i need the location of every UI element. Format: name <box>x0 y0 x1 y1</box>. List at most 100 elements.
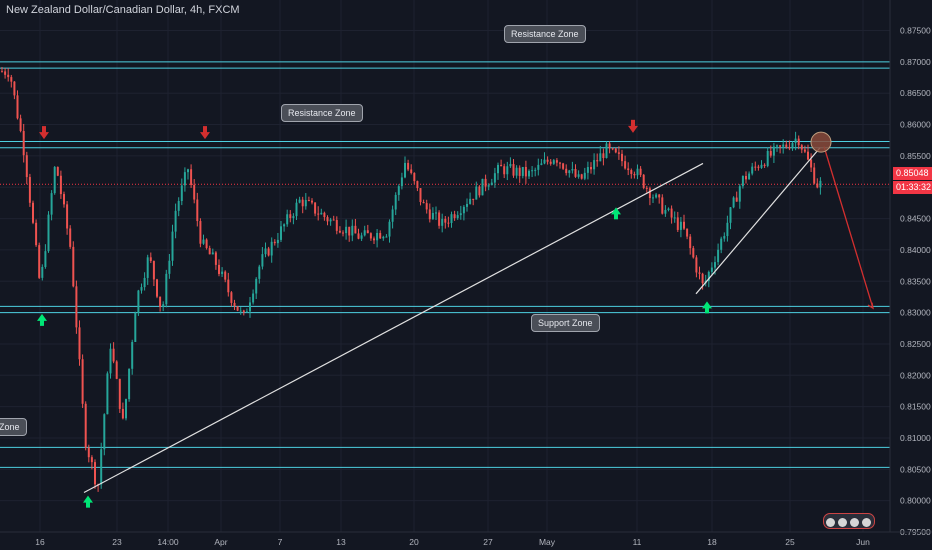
candle-body <box>534 169 537 171</box>
candle-body <box>121 408 124 419</box>
candle-body <box>202 239 205 244</box>
candle-body <box>605 143 608 159</box>
candle-body <box>816 183 819 188</box>
candle-series <box>1 67 822 492</box>
candle-body <box>156 279 158 297</box>
candle-body <box>115 361 118 379</box>
down-arrow-icon <box>39 132 49 140</box>
candle-body <box>664 209 667 214</box>
candle-body <box>472 198 475 200</box>
candle-body <box>233 302 236 307</box>
candle-body <box>692 248 695 258</box>
candle-body <box>19 118 22 132</box>
candle-body <box>475 186 478 200</box>
candle-body <box>531 170 534 172</box>
candle-body <box>636 168 639 176</box>
candle-body <box>345 226 348 234</box>
candle-body <box>109 348 112 374</box>
candle-body <box>289 214 292 219</box>
down-arrow-icon <box>628 125 638 133</box>
candle-body <box>326 217 329 222</box>
x-tick-label: 11 <box>633 537 642 547</box>
candle-body <box>428 209 431 220</box>
candle-body <box>394 194 397 210</box>
candle-body <box>242 310 245 313</box>
candle-body <box>311 200 313 203</box>
candle-body <box>481 178 484 196</box>
candle-body <box>410 169 413 173</box>
candle-body <box>419 188 422 203</box>
y-tick-label: 0.84500 <box>900 214 931 224</box>
candle-body <box>125 399 127 419</box>
candle-body <box>459 213 462 216</box>
candle-body <box>596 160 599 162</box>
candle-body <box>800 145 803 150</box>
y-tick-label: 0.85500 <box>900 151 931 161</box>
candle-body <box>748 173 751 180</box>
x-tick-label: 18 <box>707 537 717 547</box>
candle-body <box>698 272 701 274</box>
candle-body <box>332 219 335 221</box>
candle-body <box>617 152 620 154</box>
candle-body <box>342 232 344 234</box>
candle-body <box>521 166 524 176</box>
candle-body <box>221 271 224 274</box>
candle-body <box>720 238 723 250</box>
candle-body <box>661 197 664 214</box>
candle-body <box>280 226 282 240</box>
y-tick-label: 0.86500 <box>900 88 931 98</box>
candle-body <box>717 249 720 263</box>
candle-body <box>431 212 434 220</box>
candle-body <box>599 153 602 162</box>
badge-icon <box>850 518 859 527</box>
candle-body <box>543 159 546 164</box>
candle-body <box>180 185 183 201</box>
trendline <box>83 162 704 494</box>
candle-body <box>524 166 527 177</box>
y-tick-label: 0.82500 <box>900 339 931 349</box>
author-badges[interactable] <box>823 513 875 529</box>
candle-body <box>134 312 137 342</box>
candle-body <box>314 202 317 214</box>
candle-body <box>227 279 230 293</box>
candle-body <box>103 414 106 450</box>
candle-body <box>611 148 614 150</box>
candle-body <box>360 235 363 239</box>
candle-body <box>267 248 270 256</box>
candle-body <box>323 212 326 218</box>
candle-body <box>295 202 298 217</box>
y-tick-label: 0.80500 <box>900 464 931 474</box>
y-tick-label: 0.82000 <box>900 370 931 380</box>
candle-body <box>317 213 320 215</box>
y-tick-label: 0.84000 <box>900 245 931 255</box>
candle-body <box>22 131 25 156</box>
candle-body <box>382 236 385 239</box>
candle-body <box>456 215 459 219</box>
countdown-tag: 01:33:32 <box>893 181 932 194</box>
down-arrow-icon <box>631 119 635 127</box>
candle-body <box>338 230 341 233</box>
candle-body <box>264 248 267 255</box>
candle-body <box>38 245 41 278</box>
candle-body <box>466 203 468 207</box>
candle-body <box>503 166 506 175</box>
candle-body <box>537 164 540 170</box>
down-arrow-icon <box>200 132 210 140</box>
candle-body <box>183 172 186 186</box>
candle-body <box>509 164 512 167</box>
resistance-zone-mid-label[interactable]: Resistance Zone <box>281 104 363 122</box>
candle-body <box>366 230 369 234</box>
up-arrow-icon <box>702 301 712 309</box>
candle-body <box>658 194 661 198</box>
resistance-zone-top-label[interactable]: Resistance Zone <box>504 25 586 43</box>
candle-body <box>94 462 96 485</box>
candle-body <box>552 160 555 164</box>
left-zone-label[interactable]: Zone <box>0 418 27 436</box>
support-zone-label[interactable]: Support Zone <box>531 314 600 332</box>
candle-body <box>568 170 571 174</box>
candle-body <box>168 260 171 274</box>
x-tick-label: 14:00 <box>157 537 179 547</box>
candle-body <box>586 167 589 173</box>
trendlines <box>83 131 874 494</box>
